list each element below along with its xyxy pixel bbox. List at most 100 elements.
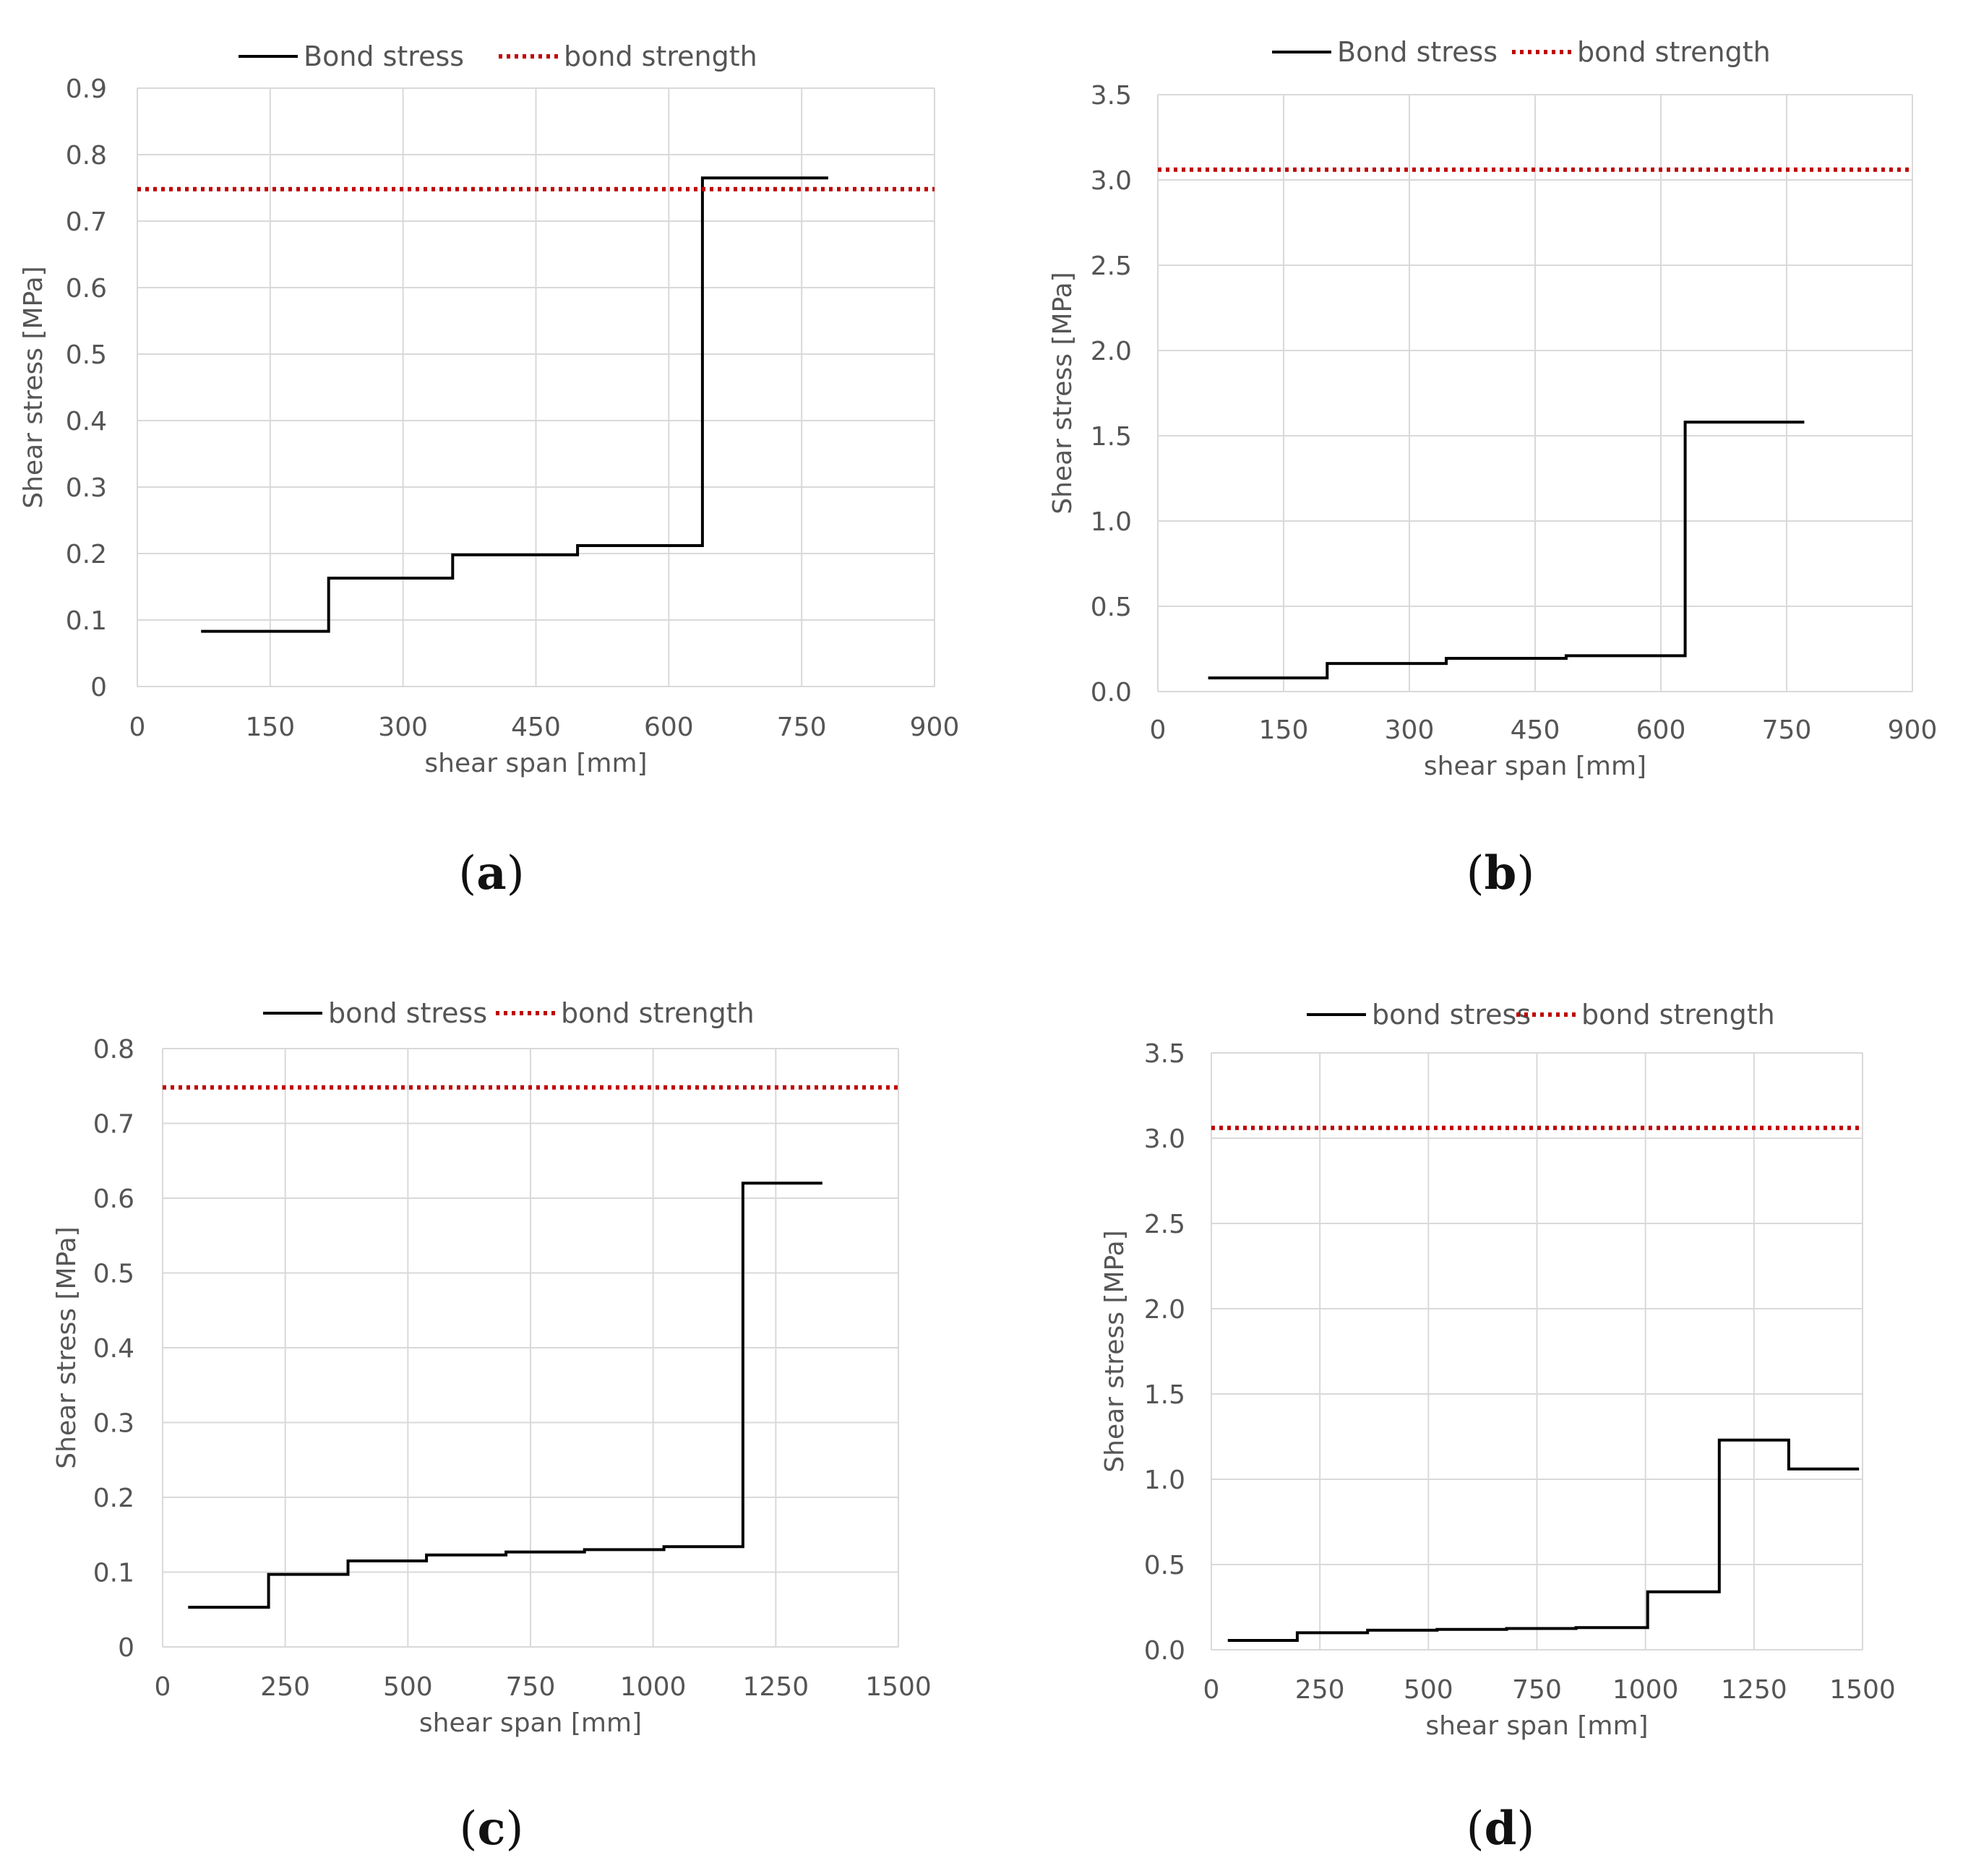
- panel-label: (b): [1466, 846, 1535, 900]
- y-tick-label: 0.4: [93, 1334, 134, 1364]
- bond-stress-line: [1208, 421, 1805, 680]
- legend-label: Bond stress: [1337, 36, 1498, 68]
- y-tick-label: 0.2: [93, 1484, 134, 1513]
- panel-label-letter: c: [478, 1802, 506, 1856]
- y-tick-label: 2.5: [1091, 251, 1132, 281]
- panel-label: (c): [460, 1802, 524, 1856]
- x-tick-label: 1250: [743, 1672, 809, 1702]
- panel-label: (d): [1466, 1802, 1535, 1856]
- x-tick-label: 0: [1203, 1675, 1220, 1705]
- x-tick-label: 1500: [1829, 1675, 1896, 1705]
- x-tick-label: 1000: [620, 1672, 687, 1702]
- panel-label-letter: a: [476, 846, 506, 900]
- panel-label-open: (: [458, 847, 476, 900]
- y-tick-label: 0.1: [93, 1559, 134, 1588]
- panel-label-close: ): [507, 847, 525, 900]
- panel-label-open: (: [1466, 1802, 1485, 1856]
- x-axis-title: shear span [mm]: [1425, 1711, 1648, 1741]
- x-tick-label: 500: [383, 1672, 433, 1702]
- x-tick-label: 600: [644, 713, 694, 742]
- bond-stress-line: [201, 176, 828, 633]
- panel-label-letter: b: [1485, 846, 1517, 900]
- bond-stress-line: [1227, 1438, 1860, 1642]
- x-tick-label: 900: [1888, 715, 1938, 745]
- legend-label: Bond stress: [304, 40, 464, 72]
- y-tick-label: 0.2: [66, 540, 107, 569]
- chart-panel-c: 0 0.1 0.2 0.3 0.4 0.5 0.6 0.7 0.8 0 250 500 750 1000 1…: [52, 997, 932, 1856]
- y-tick-label: 0.5: [1091, 593, 1132, 622]
- legend-label: bond stress: [1372, 999, 1531, 1030]
- y-tick-label: 0.4: [66, 407, 107, 436]
- y-tick-label: 0.7: [66, 207, 107, 237]
- y-tick-label: 3.0: [1091, 166, 1132, 196]
- y-tick-label: 0.6: [66, 274, 107, 304]
- x-tick-label: 750: [1762, 715, 1812, 745]
- panel-label: (a): [458, 846, 524, 900]
- chart-panel-d: 0.0 0.5 1.0 1.5 2.0 2.5 3.0 3.5 0 250 500 750 1000 12…: [1100, 999, 1896, 1856]
- bond-stress-line: [188, 1182, 822, 1609]
- y-tick-label: 3.5: [1091, 81, 1132, 111]
- x-tick-label: 900: [910, 713, 960, 742]
- y-tick-label: 0.6: [93, 1184, 134, 1214]
- legend-label: bond stress: [328, 997, 487, 1029]
- y-tick-label: 0.5: [66, 340, 107, 370]
- y-axis-title: Shear stress [MPa]: [19, 266, 48, 508]
- x-tick-label: 600: [1636, 715, 1686, 745]
- x-axis-title: shear span [mm]: [419, 1708, 642, 1738]
- legend-label: bond strength: [561, 997, 755, 1029]
- panel-label-open: (: [1466, 847, 1485, 900]
- x-axis-title: shear span [mm]: [424, 749, 647, 778]
- y-tick-label: 0: [90, 673, 107, 702]
- legend-label: bond strength: [1581, 999, 1775, 1030]
- y-tick-label: 0: [118, 1633, 134, 1663]
- y-tick-label: 1.5: [1091, 422, 1132, 452]
- x-tick-label: 150: [245, 713, 295, 742]
- y-tick-label: 0.1: [66, 606, 107, 636]
- legend-label: bond strength: [1577, 36, 1771, 68]
- y-tick-label: 3.0: [1144, 1124, 1185, 1154]
- x-tick-label: 750: [506, 1672, 556, 1702]
- legend-label: bond strength: [564, 40, 757, 72]
- x-tick-label: 0: [129, 713, 146, 742]
- x-tick-label: 1500: [865, 1672, 932, 1702]
- y-tick-label: 0.5: [93, 1260, 134, 1289]
- y-tick-label: 0.5: [1144, 1551, 1185, 1580]
- x-tick-label: 450: [1511, 715, 1560, 745]
- x-tick-label: 450: [511, 713, 561, 742]
- y-tick-label: 0.0: [1144, 1636, 1185, 1666]
- y-tick-label: 0.8: [93, 1035, 134, 1064]
- y-tick-label: 0.0: [1091, 678, 1132, 707]
- y-axis-title: Shear stress [MPa]: [52, 1226, 82, 1468]
- panel-label-close: ): [1516, 1802, 1534, 1856]
- y-tick-label: 2.0: [1144, 1295, 1185, 1325]
- panel-label-letter: d: [1485, 1802, 1517, 1856]
- y-tick-label: 1.0: [1091, 507, 1132, 537]
- x-axis-title: shear span [mm]: [1424, 752, 1646, 781]
- x-tick-label: 0: [155, 1672, 171, 1702]
- panel-label-close: ): [1516, 847, 1534, 900]
- x-tick-label: 250: [1295, 1675, 1345, 1705]
- chart-panel-b: 0.0 0.5 1.0 1.5 2.0 2.5 3.0 3.5 0 150 300 450 600 750…: [1048, 36, 1937, 900]
- x-tick-label: 750: [1512, 1675, 1562, 1705]
- y-tick-label: 1.0: [1144, 1466, 1185, 1495]
- chart-panel-a: 0 0.1 0.2 0.3 0.4 0.5 0.6 0.7 0.8 0.9 0 150 300 450 60…: [19, 40, 959, 900]
- y-axis-title: Shear stress [MPa]: [1100, 1230, 1130, 1472]
- x-tick-label: 300: [1385, 715, 1435, 745]
- y-tick-label: 0.8: [66, 141, 107, 171]
- y-tick-label: 0.3: [66, 473, 107, 503]
- y-tick-label: 2.0: [1091, 337, 1132, 366]
- x-tick-label: 750: [777, 713, 827, 742]
- y-tick-label: 0.7: [93, 1110, 134, 1140]
- y-axis-title: Shear stress [MPa]: [1048, 272, 1078, 514]
- y-tick-label: 1.5: [1144, 1380, 1185, 1410]
- y-tick-label: 3.5: [1144, 1039, 1185, 1069]
- x-tick-label: 250: [260, 1672, 310, 1702]
- x-tick-label: 1250: [1721, 1675, 1787, 1705]
- x-tick-label: 1000: [1612, 1675, 1679, 1705]
- panel-label-close: ): [505, 1802, 523, 1856]
- x-tick-label: 500: [1404, 1675, 1453, 1705]
- y-tick-label: 2.5: [1144, 1210, 1185, 1239]
- x-tick-label: 150: [1259, 715, 1309, 745]
- y-tick-label: 0.9: [66, 74, 107, 104]
